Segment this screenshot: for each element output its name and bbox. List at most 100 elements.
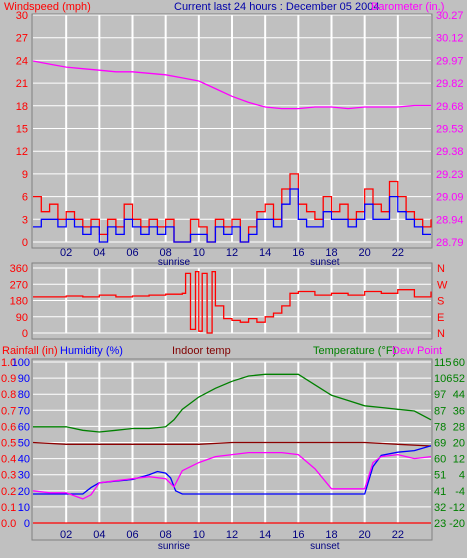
temp-tick-label: 78 (434, 421, 446, 433)
wind-tick-label: 27 (16, 33, 28, 45)
sunrise-label: sunrise (158, 541, 191, 552)
temp-tick-label: 115 (434, 357, 452, 369)
barometer-tick-label: 29.53 (436, 124, 464, 136)
dew-tick-label: 20 (453, 438, 465, 450)
time-tick-label: 16 (292, 529, 304, 541)
wind-direction-line (33, 270, 432, 334)
time-tick-label: 10 (193, 529, 205, 541)
dew-tick-label: 4 (459, 470, 465, 482)
temp-tick-label: 41 (434, 486, 446, 498)
wind-speed-line (33, 188, 431, 243)
wind-tick-label: 30 (16, 10, 28, 22)
wind-tick-label: 3 (22, 214, 28, 226)
rain-tick-label: 0.8 (1, 389, 16, 401)
wind-tick-label: 24 (16, 55, 28, 67)
time-tick-label: 06 (126, 529, 138, 541)
humidity-tick-label: 70 (18, 405, 30, 417)
wind-tick-label: 21 (16, 78, 28, 90)
direction-tick-label: 0 (22, 328, 28, 340)
time-tick-label: 02 (60, 529, 72, 541)
humidity-tick-label: 50 (18, 438, 30, 450)
rain-tick-label: 0.3 (1, 470, 16, 482)
compass-tick-label: N (437, 328, 445, 340)
rain-tick-label: 0.4 (1, 454, 16, 466)
time-tick-label: 14 (259, 247, 271, 259)
sunset-label: sunset (310, 257, 340, 268)
time-tick-label: 08 (160, 247, 172, 259)
direction-tick-label: 360 (10, 263, 28, 275)
humidity-tick-label: 0 (24, 518, 30, 530)
dew-tick-label: 52 (453, 373, 465, 385)
rain-tick-label: 0.2 (1, 486, 16, 498)
barometer-tick-label: 30.12 (436, 33, 464, 45)
time-tick-label: 02 (60, 247, 72, 259)
barometer-tick-label: 28.79 (436, 237, 464, 249)
dew-tick-label: -4 (455, 486, 465, 498)
rain-tick-label: 0.0 (1, 518, 16, 530)
direction-tick-label: 180 (10, 296, 28, 308)
sunset-label: sunset (310, 541, 340, 552)
barometer-tick-label: 29.09 (436, 192, 464, 204)
time-tick-label: 16 (292, 247, 304, 259)
barometer-tick-label: 29.68 (436, 101, 464, 113)
indoor-temp-label: Indoor temp (172, 345, 231, 357)
data-series (32, 60, 432, 524)
time-tick-label: 20 (359, 529, 371, 541)
time-tick-label: 18 (325, 247, 337, 259)
direction-tick-label: 270 (10, 279, 28, 291)
compass-tick-label: W (437, 279, 448, 291)
barometer-tick-label: 29.82 (436, 78, 464, 90)
wind-tick-label: 15 (16, 124, 28, 136)
time-tick-label: 22 (392, 529, 404, 541)
compass-tick-label: N (437, 263, 445, 275)
time-tick-label: 08 (160, 529, 172, 541)
rain-tick-label: 1.0 (1, 357, 16, 369)
wind-tick-label: 6 (22, 192, 28, 204)
dew-tick-label: 60 (453, 357, 465, 369)
humidity-tick-label: 80 (18, 389, 30, 401)
wind-axis-title: Windspeed (mph) (4, 1, 91, 13)
rain-tick-label: 0.1 (1, 502, 16, 514)
dew-tick-label: 28 (453, 421, 465, 433)
rain-tick-label: 0.9 (1, 373, 16, 385)
barometer-tick-label: 29.23 (436, 169, 464, 181)
time-tick-label: 12 (226, 247, 238, 259)
temp-tick-label: 69 (434, 438, 446, 450)
direction-tick-label: 90 (16, 312, 28, 324)
humidity-tick-label: 90 (18, 373, 30, 385)
time-tick-label: 22 (392, 247, 404, 259)
humidity-tick-label: 20 (18, 486, 30, 498)
dew-tick-label: 12 (453, 454, 465, 466)
temp-tick-label: 87 (434, 405, 446, 417)
compass-tick-label: S (437, 296, 444, 308)
time-tick-label: 14 (259, 529, 271, 541)
time-tick-label: 12 (226, 529, 238, 541)
temp-tick-label: 97 (434, 389, 446, 401)
wind-tick-label: 18 (16, 101, 28, 113)
dew-tick-label: 44 (453, 389, 465, 401)
time-tick-label: 06 (126, 247, 138, 259)
dew-point-line (32, 451, 432, 500)
humidity-tick-label: 100 (12, 357, 30, 369)
rain-tick-label: 0.6 (1, 421, 16, 433)
barometer-tick-label: 29.38 (436, 146, 464, 158)
barometer-line (32, 60, 431, 110)
barometer-axis-title: Barometer (in.) (371, 1, 444, 13)
rainfall-axis-title: Rainfall (in) (2, 345, 58, 357)
temp-tick-label: 32 (434, 502, 446, 514)
page-title: Current last 24 hours : December 05 2004 (174, 1, 379, 13)
sunrise-label: sunrise (158, 257, 191, 268)
wind-tick-label: 9 (22, 169, 28, 181)
humidity-tick-label: 10 (18, 502, 30, 514)
humidity--line (33, 445, 432, 495)
humidity-tick-label: 30 (18, 470, 30, 482)
temp-tick-label: 23 (434, 518, 446, 530)
time-tick-label: 04 (93, 529, 105, 541)
barometer-tick-label: 29.97 (436, 55, 464, 67)
humidity-tick-label: 60 (18, 421, 30, 433)
dew-tick-label: -12 (449, 502, 465, 514)
time-tick-label: 20 (359, 247, 371, 259)
